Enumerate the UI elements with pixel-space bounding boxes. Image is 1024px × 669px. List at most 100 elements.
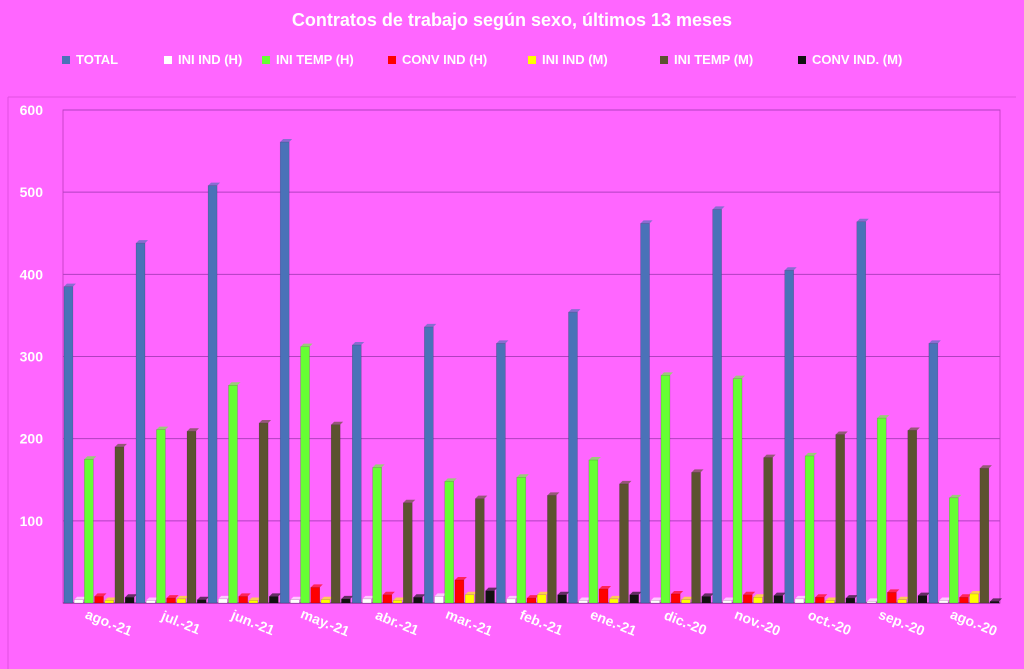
- bar-top: [136, 240, 149, 244]
- x-tick-label: jun.-21: [228, 606, 277, 638]
- bar: [557, 594, 567, 604]
- bar: [526, 597, 537, 604]
- x-tick-label: jul.-21: [158, 607, 203, 637]
- bar: [310, 587, 321, 604]
- bar-top: [650, 597, 663, 601]
- bar-top: [671, 590, 684, 594]
- legend-swatch: [798, 55, 806, 64]
- bar: [496, 343, 506, 604]
- bar-top: [248, 597, 261, 601]
- bar: [959, 596, 969, 604]
- bar-top: [146, 597, 159, 601]
- bar: [876, 417, 887, 604]
- x-tick-label: dic.-20: [662, 607, 709, 639]
- chart-title: Contratos de trabajo según sexo, últimos…: [291, 10, 733, 30]
- bar-top: [907, 427, 920, 431]
- bar: [969, 593, 979, 604]
- bar: [609, 598, 619, 604]
- x-tick-label: feb.-21: [517, 606, 565, 638]
- bar: [578, 600, 588, 604]
- bar-top: [681, 596, 694, 600]
- bar-top: [712, 206, 725, 210]
- legend-swatch: [660, 55, 668, 64]
- bar-top: [784, 267, 797, 271]
- bar-top: [372, 464, 385, 468]
- bar: [372, 467, 382, 604]
- bar: [516, 477, 527, 604]
- bar: [845, 597, 856, 604]
- bar-top: [454, 576, 467, 580]
- bar: [598, 588, 609, 604]
- bar: [712, 209, 722, 604]
- legend-item: INI TEMP (M): [660, 52, 753, 67]
- legend-label: INI IND (H): [178, 52, 243, 67]
- bar: [650, 600, 661, 604]
- bar: [784, 269, 794, 604]
- bar-top: [475, 495, 488, 499]
- bar-top: [84, 456, 97, 460]
- bar-top: [310, 584, 323, 588]
- bar: [176, 598, 187, 604]
- bar: [753, 596, 763, 604]
- bar: [691, 472, 701, 604]
- bar: [619, 483, 629, 604]
- bar: [815, 596, 825, 604]
- bar-top: [547, 492, 560, 496]
- bar: [434, 596, 444, 604]
- bar: [424, 326, 434, 604]
- legend-label: CONV IND. (M): [812, 52, 903, 67]
- bar-top: [640, 220, 653, 224]
- bar: [917, 595, 928, 604]
- bar: [722, 600, 733, 604]
- bar-top: [887, 589, 900, 593]
- bar: [660, 375, 671, 604]
- bar: [186, 431, 197, 604]
- bar-top: [722, 597, 735, 601]
- bar-top: [599, 586, 612, 590]
- legend-label: INI TEMP (M): [674, 52, 754, 67]
- bar-top: [917, 592, 930, 596]
- legend-swatch: [62, 55, 70, 64]
- bar: [732, 378, 743, 604]
- bar: [84, 458, 94, 604]
- bar-top: [176, 595, 189, 599]
- bar: [320, 599, 331, 604]
- bar-top: [763, 454, 776, 458]
- bar-top: [660, 372, 673, 376]
- bar-top: [465, 591, 478, 595]
- bar: [392, 600, 403, 604]
- bar: [248, 600, 259, 604]
- legend-item: INI TEMP (H): [262, 52, 354, 67]
- x-tick-label: may.-21: [298, 605, 352, 639]
- bar: [454, 579, 465, 604]
- bar: [825, 600, 835, 604]
- bar: [464, 594, 475, 604]
- bar-top: [320, 596, 333, 600]
- bar-top: [114, 443, 127, 447]
- x-tick-label: ago.-20: [948, 606, 1000, 639]
- bar: [269, 596, 279, 604]
- bar-top: [815, 594, 828, 598]
- bar-top: [208, 182, 221, 186]
- bar-top: [485, 587, 498, 591]
- bar-top: [280, 139, 293, 143]
- bar: [218, 598, 228, 604]
- bar: [763, 457, 773, 604]
- x-tick-label: nov.-20: [732, 606, 783, 639]
- bar-top: [990, 598, 1003, 602]
- bar: [196, 599, 207, 604]
- bar: [413, 596, 423, 604]
- bar: [290, 599, 300, 604]
- bar-top: [959, 594, 972, 598]
- bar: [444, 481, 454, 604]
- bar: [351, 344, 362, 604]
- bar-top: [537, 591, 550, 595]
- bar: [979, 467, 990, 604]
- x-tick-label: ago.-21: [83, 606, 135, 639]
- bar-top: [300, 343, 313, 347]
- bar-top: [166, 595, 179, 599]
- bar-top: [362, 595, 375, 599]
- legend-item: TOTAL: [62, 52, 118, 67]
- bar: [104, 600, 114, 604]
- bar: [866, 601, 877, 604]
